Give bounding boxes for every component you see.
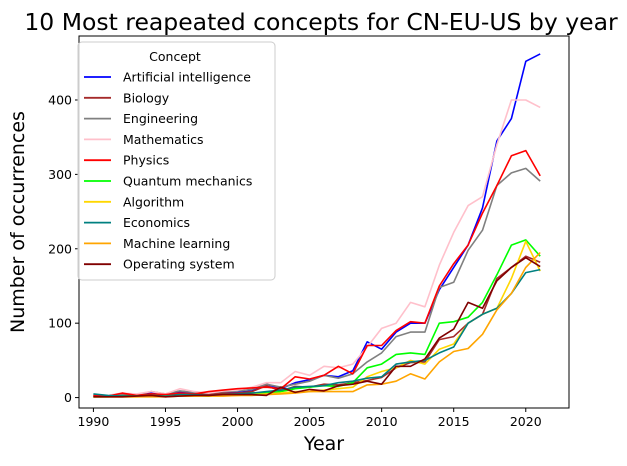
y-tick-label: 400 <box>48 92 72 107</box>
x-tick-label: 2020 <box>510 414 542 429</box>
y-tick-label: 300 <box>48 167 72 182</box>
y-axis: 0 100 200 300 400 <box>48 92 79 405</box>
legend-items: Artificial intelligence Biology Engineerin… <box>84 70 252 272</box>
legend-label: Quantum mechanics <box>123 174 252 189</box>
x-tick-label: 1995 <box>150 414 182 429</box>
series-line-3 <box>93 99 541 397</box>
y-tick-label: 200 <box>48 241 72 256</box>
legend-label: Mathematics <box>123 132 204 147</box>
series-line-4 <box>93 149 541 397</box>
legend-label: Engineering <box>123 111 198 126</box>
legend-label: Physics <box>123 153 169 168</box>
legend-label: Algorithm <box>123 194 184 209</box>
x-tick-label: 2000 <box>222 414 254 429</box>
y-tick-label: 0 <box>64 390 72 405</box>
legend: Concept Artificial intelligence Biology En… <box>77 41 276 281</box>
y-axis-label: Number of occurrences <box>7 111 29 333</box>
y-tick-label: 100 <box>48 316 72 331</box>
x-tick-label: 2015 <box>438 414 470 429</box>
legend-title: Concept <box>149 49 201 64</box>
legend-label: Economics <box>123 215 190 230</box>
series-layer <box>93 53 541 398</box>
x-tick-label: 2005 <box>294 414 326 429</box>
x-axis: 1990 1995 2000 2005 2010 2015 2020 <box>78 408 542 429</box>
x-axis-label: Year <box>303 433 344 455</box>
series-line-9 <box>93 256 541 398</box>
legend-label: Artificial intelligence <box>123 70 251 85</box>
series-line-7 <box>93 268 541 397</box>
chart-title: 10 Most reapeated concepts for CN-EU-US … <box>24 8 618 36</box>
legend-label: Biology <box>123 90 170 105</box>
legend-label: Machine learning <box>123 236 230 251</box>
legend-box <box>77 41 276 281</box>
x-tick-label: 1990 <box>78 414 110 429</box>
x-tick-label: 2010 <box>366 414 398 429</box>
legend-label: Operating system <box>123 257 235 272</box>
